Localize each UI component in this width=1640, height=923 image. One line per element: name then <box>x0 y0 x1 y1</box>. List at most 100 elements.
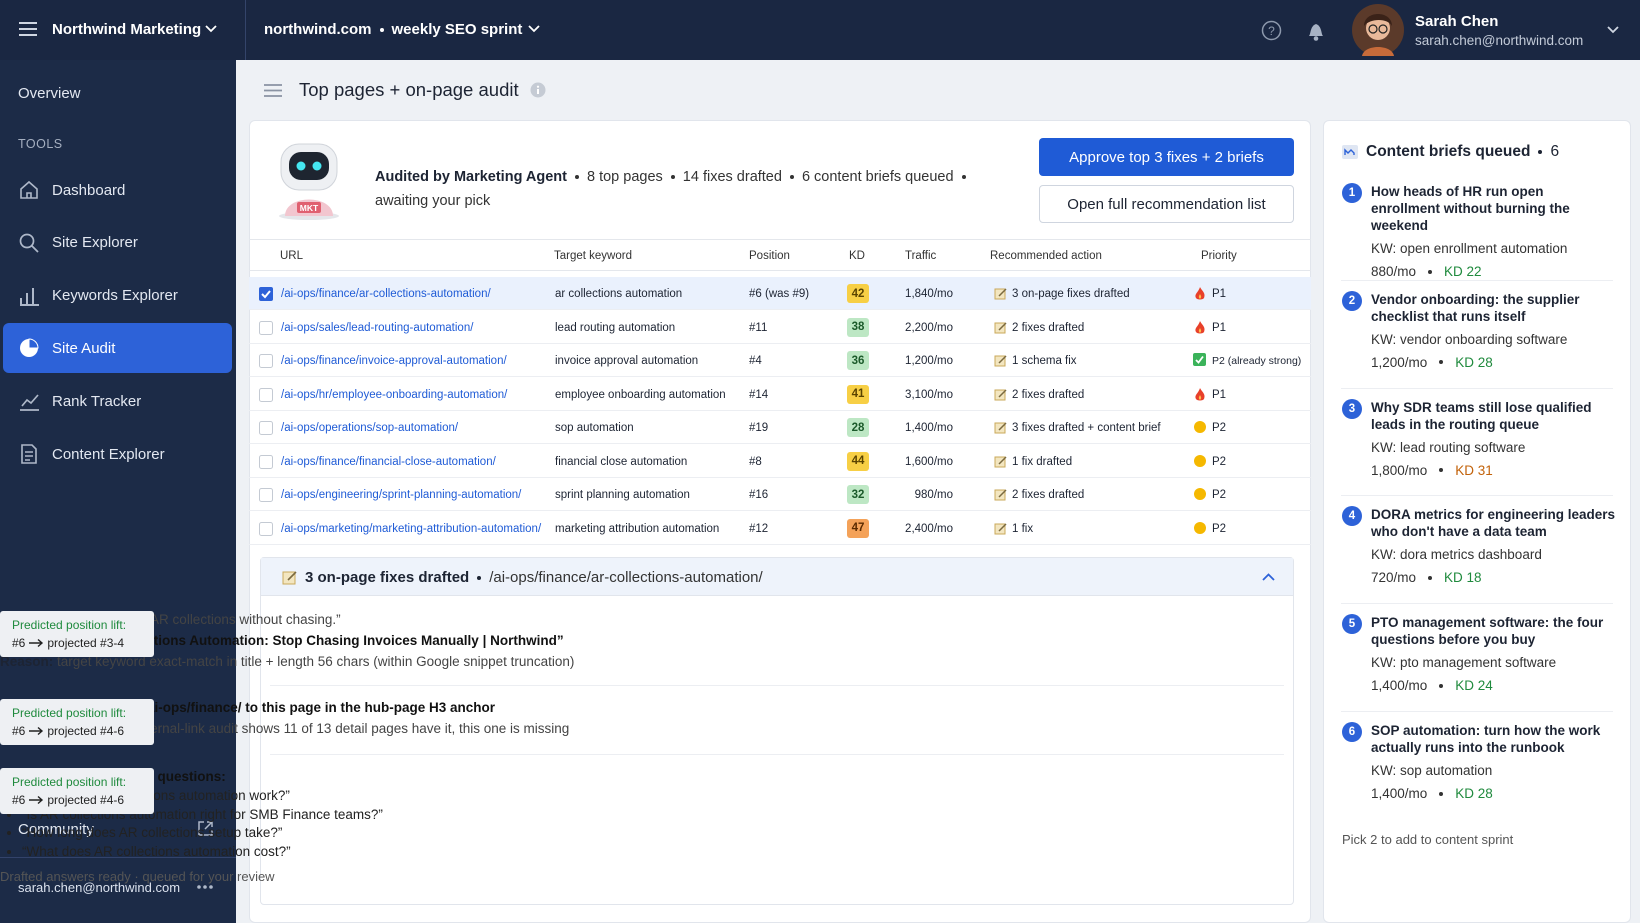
list-icon[interactable] <box>263 83 283 98</box>
nav-item[interactable]: Keywords Explorer <box>3 271 232 321</box>
brief-item[interactable]: DORA metrics for engineering leaders who… <box>1371 506 1616 586</box>
selected-row[interactable] <box>249 277 1311 310</box>
summary-item: 14 fixes drafted <box>682 169 782 185</box>
nav-item[interactable]: Dashboard <box>3 165 232 215</box>
nav-overview[interactable]: Overview <box>18 85 81 102</box>
checkbox[interactable] <box>259 421 273 435</box>
checkbox[interactable] <box>259 521 273 536</box>
table-row[interactable] <box>249 378 1311 411</box>
priority: P2 <box>1212 489 1227 501</box>
checkbox[interactable] <box>259 320 273 335</box>
separator-dot <box>575 175 579 180</box>
line-text: “AR Collections Automation: Stop Chasing… <box>83 633 564 648</box>
collapse-icon[interactable] <box>1262 573 1275 581</box>
brief-number: 4 <box>1342 506 1362 527</box>
lift-label: Predicted position lift: <box>12 618 127 632</box>
url-link[interactable]: /ai-ops/sales/lead-routing-automation/ <box>281 321 474 334</box>
table-row[interactable] <box>249 311 1311 344</box>
nav-item[interactable]: Site Audit <box>3 323 232 374</box>
separator-dot <box>961 175 966 180</box>
approve-button[interactable]: Approve top 3 fixes + 2 briefs <box>1039 138 1294 176</box>
brief-volume: 880/mo <box>1371 264 1417 279</box>
table-row[interactable] <box>249 512 1311 545</box>
priority: P1 <box>1212 288 1227 300</box>
checkbox[interactable] <box>259 387 273 402</box>
brief-item[interactable]: Why SDR teams still lose qualified leads… <box>1371 399 1616 479</box>
faq-question: “What does AR collections automation cos… <box>22 843 650 862</box>
external-icon[interactable] <box>197 820 214 837</box>
table-rule <box>249 239 1311 240</box>
table-row[interactable] <box>249 478 1311 511</box>
recommended-action: 2 fixes drafted <box>1012 489 1085 501</box>
open-list-button[interactable]: Open full recommendation list <box>1039 185 1294 223</box>
url-link[interactable]: /ai-ops/hr/employee-onboarding-automatio… <box>281 388 508 401</box>
nav-label: Content Explorer <box>52 445 165 463</box>
table-row[interactable] <box>249 445 1311 478</box>
brief-item[interactable]: Vendor onboarding: the supplier checklis… <box>1371 291 1616 371</box>
brief-item[interactable]: How heads of HR run open enrollment with… <box>1371 183 1616 280</box>
brief-item[interactable]: PTO management software: the four questi… <box>1371 614 1616 694</box>
help-icon[interactable]: ? <box>1261 20 1282 41</box>
priority: P1 <box>1212 321 1227 334</box>
brief-title: Vendor onboarding: the supplier checklis… <box>1371 291 1580 324</box>
community-link[interactable]: Community <box>18 821 94 838</box>
nav-icon <box>21 444 37 464</box>
faq-question: “How long does AR collections setup take… <box>22 824 650 843</box>
note-icon <box>994 355 1007 367</box>
nav-icon <box>20 338 39 358</box>
site-name: northwind.com <box>264 21 372 38</box>
brief-item[interactable]: SOP automation: turn how the work actual… <box>1371 722 1616 802</box>
more-icon[interactable] <box>196 884 214 890</box>
nav-icon <box>19 233 39 253</box>
url-link[interactable]: /ai-ops/marketing/marketing-attribution-… <box>281 522 542 535</box>
nav-icon <box>20 180 38 199</box>
menu-icon[interactable] <box>18 21 38 37</box>
arrow <box>29 726 44 736</box>
lift-box: Predicted position lift: #6 projected #3-4 <box>0 611 154 657</box>
kd-badge: 42 <box>847 284 869 303</box>
bell-icon[interactable] <box>1305 19 1327 42</box>
checkbox[interactable] <box>259 488 273 502</box>
position: #16 <box>749 489 769 501</box>
note-icon <box>994 489 1007 501</box>
summary-item: 8 top pages <box>587 169 663 185</box>
brief-title: SOP automation: turn how the work actual… <box>1371 723 1601 755</box>
sidebar-divider <box>0 857 236 858</box>
brief-title: DORA metrics for engineering leaders who… <box>1371 507 1616 540</box>
traffic: 3,100/mo <box>905 388 953 401</box>
table-row[interactable] <box>249 344 1311 377</box>
brief-title: How heads of HR run open enrollment with… <box>1371 184 1570 233</box>
traffic: 980/mo <box>914 489 953 501</box>
avatar[interactable] <box>1352 4 1404 56</box>
url-link[interactable]: /ai-ops/finance/invoice-approval-automat… <box>281 355 507 367</box>
project-name: weekly SEO sprint <box>391 21 523 38</box>
chevron[interactable] <box>528 25 540 33</box>
workspace-name[interactable]: Northwind Marketing <box>52 21 202 38</box>
separator-dot <box>1439 791 1444 796</box>
nav-item[interactable]: Site Explorer <box>3 218 232 268</box>
lift-from: #6 <box>12 793 26 807</box>
brief-keyword: KW: dora metrics dashboard <box>1371 547 1542 563</box>
breadcrumb[interactable]: northwind.com weekly SEO sprint <box>264 21 522 38</box>
checkbox[interactable] <box>259 354 273 368</box>
recommended-action: 2 fixes drafted <box>1012 321 1085 334</box>
priority: P2 <box>1212 455 1227 468</box>
traffic: 1,400/mo <box>905 422 953 434</box>
url-link[interactable]: /ai-ops/engineering/sprint-planning-auto… <box>281 489 522 501</box>
nav-item[interactable]: Content Explorer <box>3 429 232 479</box>
checkbox[interactable] <box>259 287 273 301</box>
url-link[interactable]: /ai-ops/operations/sop-automation/ <box>281 422 459 434</box>
brief-number: 1 <box>1342 183 1362 203</box>
chevron[interactable] <box>1607 26 1619 34</box>
info-icon[interactable] <box>530 82 546 98</box>
lift-box: Predicted position lift: #6 projected #4-6 <box>0 768 154 814</box>
checkbox[interactable] <box>259 454 273 469</box>
agent-badge: MKT <box>300 203 319 213</box>
priority: P1 <box>1212 388 1227 401</box>
nav-item[interactable]: Rank Tracker <box>3 376 232 426</box>
table-row[interactable] <box>249 411 1311 444</box>
url-link[interactable]: /ai-ops/finance/ar-collections-automatio… <box>281 288 491 300</box>
priority-icon <box>1195 387 1205 400</box>
url-link[interactable]: /ai-ops/finance/financial-close-automati… <box>281 455 496 468</box>
chevron[interactable] <box>205 25 217 33</box>
